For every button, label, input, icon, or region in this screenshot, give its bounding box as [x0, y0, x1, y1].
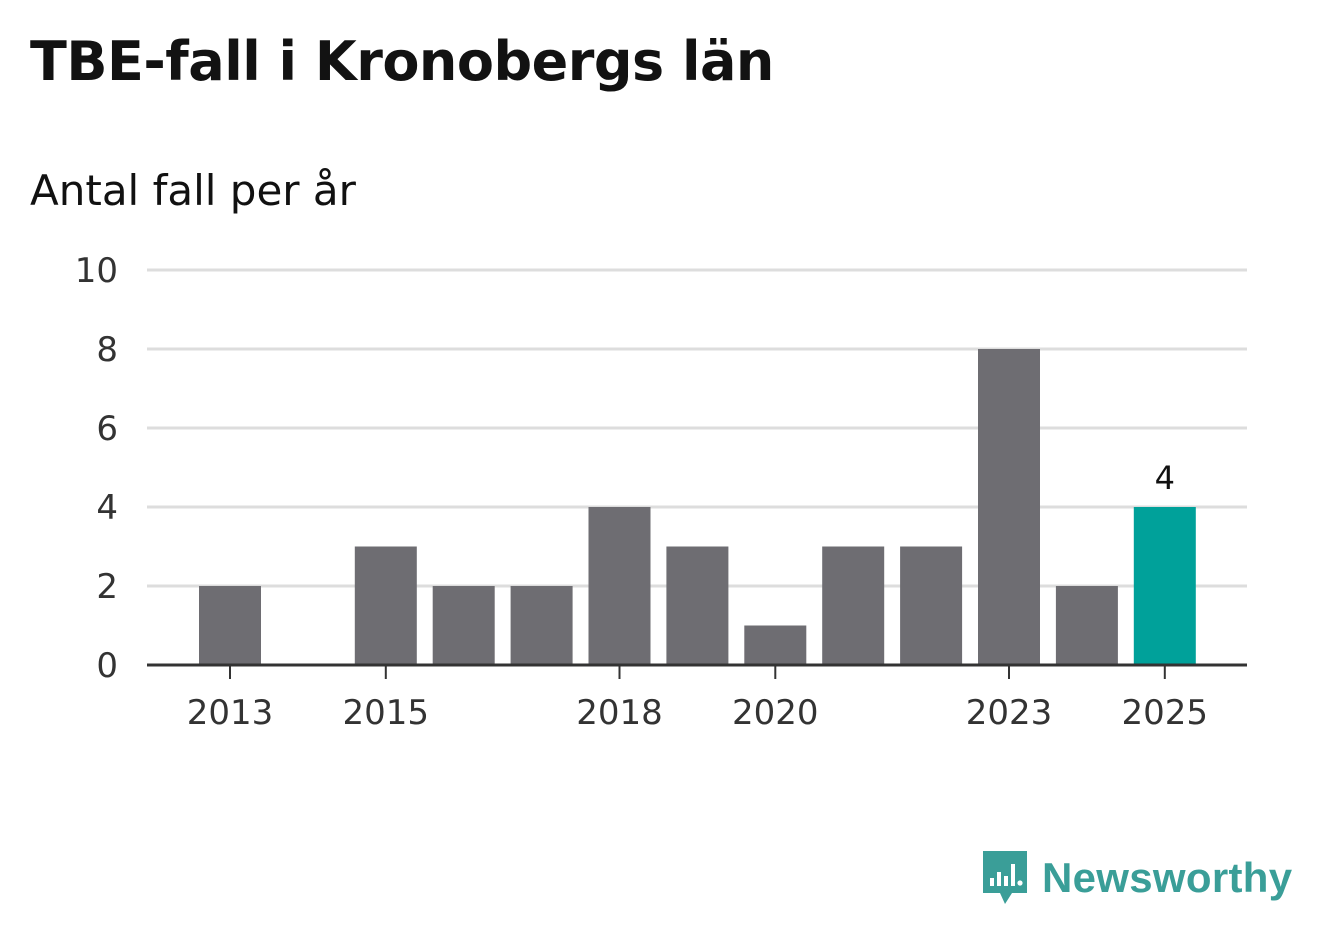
x-tick-label: 2018: [576, 693, 663, 733]
y-tick-label: 6: [96, 409, 118, 449]
y-tick-label: 4: [96, 488, 118, 528]
y-tick-label: 2: [96, 567, 118, 607]
x-tick-label: 2025: [1122, 693, 1209, 733]
chart-title: TBE-fall i Kronobergs län: [30, 30, 774, 93]
bar-2013: [199, 586, 261, 665]
x-tick-label: 2015: [343, 693, 430, 733]
x-tick-label: 2023: [966, 693, 1053, 733]
brand-logo: Newsworthy: [980, 848, 1292, 908]
y-tick-label: 10: [75, 251, 118, 291]
bar-2024: [1055, 586, 1118, 665]
bar-2022: [900, 546, 963, 665]
y-tick-label: 8: [96, 330, 118, 370]
x-tick-label: 2020: [732, 693, 819, 733]
bar-2023: [978, 349, 1040, 665]
bar-2017: [510, 586, 573, 665]
data-label-2025: 4: [1155, 459, 1175, 497]
bar-2016: [432, 586, 495, 665]
bar-2018: [588, 507, 651, 665]
bar-2021: [822, 546, 885, 665]
bar-2025: [1133, 507, 1196, 665]
chart-subtitle: Antal fall per år: [30, 166, 356, 215]
y-tick-label: 0: [96, 646, 118, 686]
newsworthy-logo-icon: [983, 851, 1027, 904]
bar-2020: [744, 625, 807, 665]
brand-name: Newsworthy: [1042, 854, 1293, 901]
bar-2019: [666, 546, 729, 665]
bar-2015: [354, 546, 417, 665]
x-tick-label: 2013: [187, 693, 274, 733]
